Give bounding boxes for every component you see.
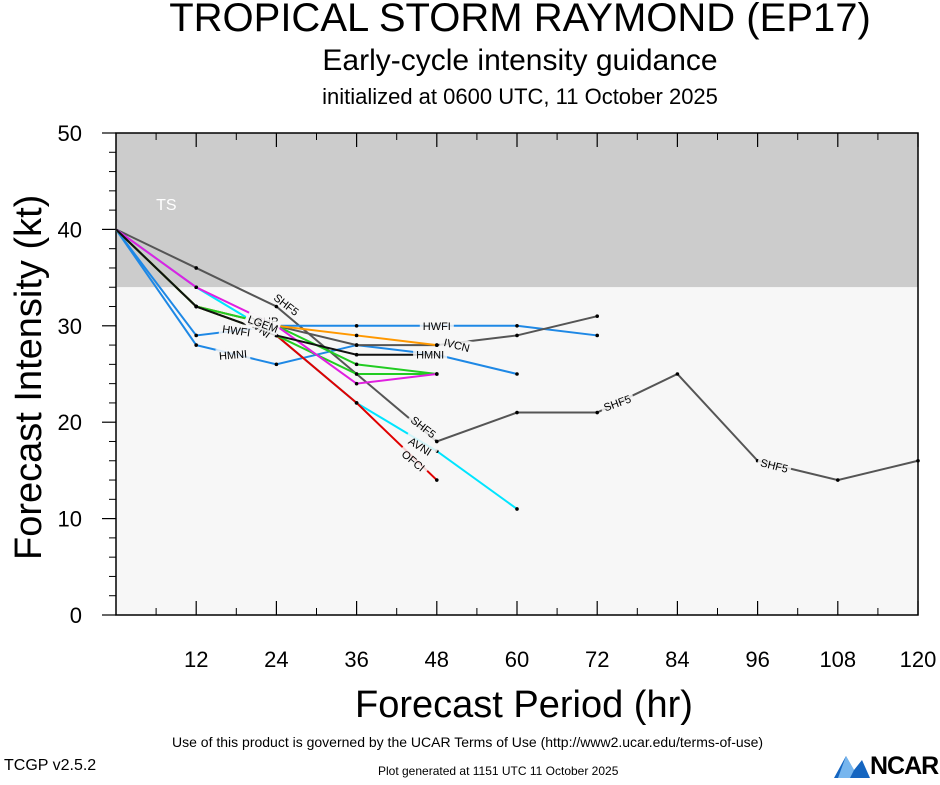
series-point-ivcn [515,333,519,338]
intensity-band-below-ts [116,287,918,615]
series-point-ivcn [595,314,599,318]
series-point-lgem [354,362,359,367]
series-point-dshp [435,343,439,347]
series-point-shf5 [836,478,840,482]
ncar-logo-text: NCAR [870,752,939,780]
series-point-ofci [354,401,359,405]
x-tick-label: 60 [505,647,529,672]
ncar-logo-icon [834,756,870,778]
series-point-hwfi [194,333,198,338]
y-tick-label: 50 [58,121,82,146]
series-point-shf5 [675,372,680,376]
series-point-hfsa [194,285,198,290]
x-tick-label: 24 [264,647,288,672]
x-tick-label: 108 [819,647,856,672]
y-tick-label: 20 [58,410,82,435]
y-axis-label: Forecast Intensity (kt) [8,194,50,560]
series-point-shf5 [916,458,920,463]
model-label-bg [269,288,305,320]
model-label-bg [419,318,454,332]
x-tick-label: 12 [184,647,208,672]
model-label-hwfi: HWFI [419,318,454,333]
model-label-bg [598,390,636,415]
terms-of-use-text: Use of this product is governed by the U… [172,734,764,750]
series-point-ofci [435,478,439,482]
model-label-bg [402,431,439,461]
chart-title: TROPICAL STORM RAYMOND (EP17) [169,0,871,40]
band-label-ts: TS [156,197,176,214]
x-tick-label: 36 [344,647,368,672]
x-tick-label: 96 [745,647,769,672]
model-label-bg [756,454,793,476]
series-point-shf5 [515,410,519,415]
series-point-hwfi [595,333,599,338]
y-tick-label: 30 [58,314,82,339]
y-tick-label: 40 [58,217,82,242]
model-label-text: HMNI [219,349,248,363]
model-label-hmni: HMNI [413,347,448,362]
model-label-text: HWFI [221,324,251,340]
model-label-bg [413,347,448,361]
series-point-hmni [515,372,519,376]
model-label-text: HMNI [416,350,444,362]
intensity-band-ts [116,133,918,288]
chart-subtitle: Early-cycle intensity guidance [322,44,718,77]
init-time: initialized at 0600 UTC, 11 October 2025 [322,84,718,109]
x-tick-label: 84 [665,647,689,672]
series-point-hfsa [435,372,439,376]
model-label-bg [396,444,431,477]
x-tick-label: 48 [425,647,449,672]
series-point-hmni [194,343,198,347]
model-label-bg [406,411,442,443]
x-tick-label: 120 [900,647,937,672]
series-point-shf5 [194,266,198,270]
version-text: TCGP v2.5.2 [4,757,97,774]
model-label-bg [438,334,476,356]
x-tick-label: 72 [585,647,609,672]
model-label-hwfi: HWFI [218,321,255,340]
series-point-dshp [354,333,359,338]
series-point-shf5 [595,410,599,415]
model-label-bg [215,346,251,363]
y-tick-label: 0 [70,603,82,628]
series-point-hwfi [515,324,519,328]
series-point-shf5 [274,304,279,309]
series-point-hmni [274,362,279,367]
generated-text: Plot generated at 1151 UTC 11 October 20… [378,764,619,778]
series-point-ivcn [354,343,359,347]
y-tick-label: 10 [58,507,82,532]
model-label-bg [218,321,255,339]
series-point-hwfi [354,324,359,328]
series-point-icon [194,304,198,309]
series-point-ctci [354,372,359,376]
series-point-icon [354,352,359,357]
series-point-hfsa [354,381,359,386]
x-axis-label: Forecast Period (hr) [355,684,693,726]
series-point-avni [515,507,519,511]
model-label-text: HWFI [423,321,451,333]
model-label-bg [245,311,282,336]
model-label-hmni: HMNI [215,346,251,363]
series-point-shf5 [435,439,439,444]
ncar-logo: NCAR [832,752,940,780]
